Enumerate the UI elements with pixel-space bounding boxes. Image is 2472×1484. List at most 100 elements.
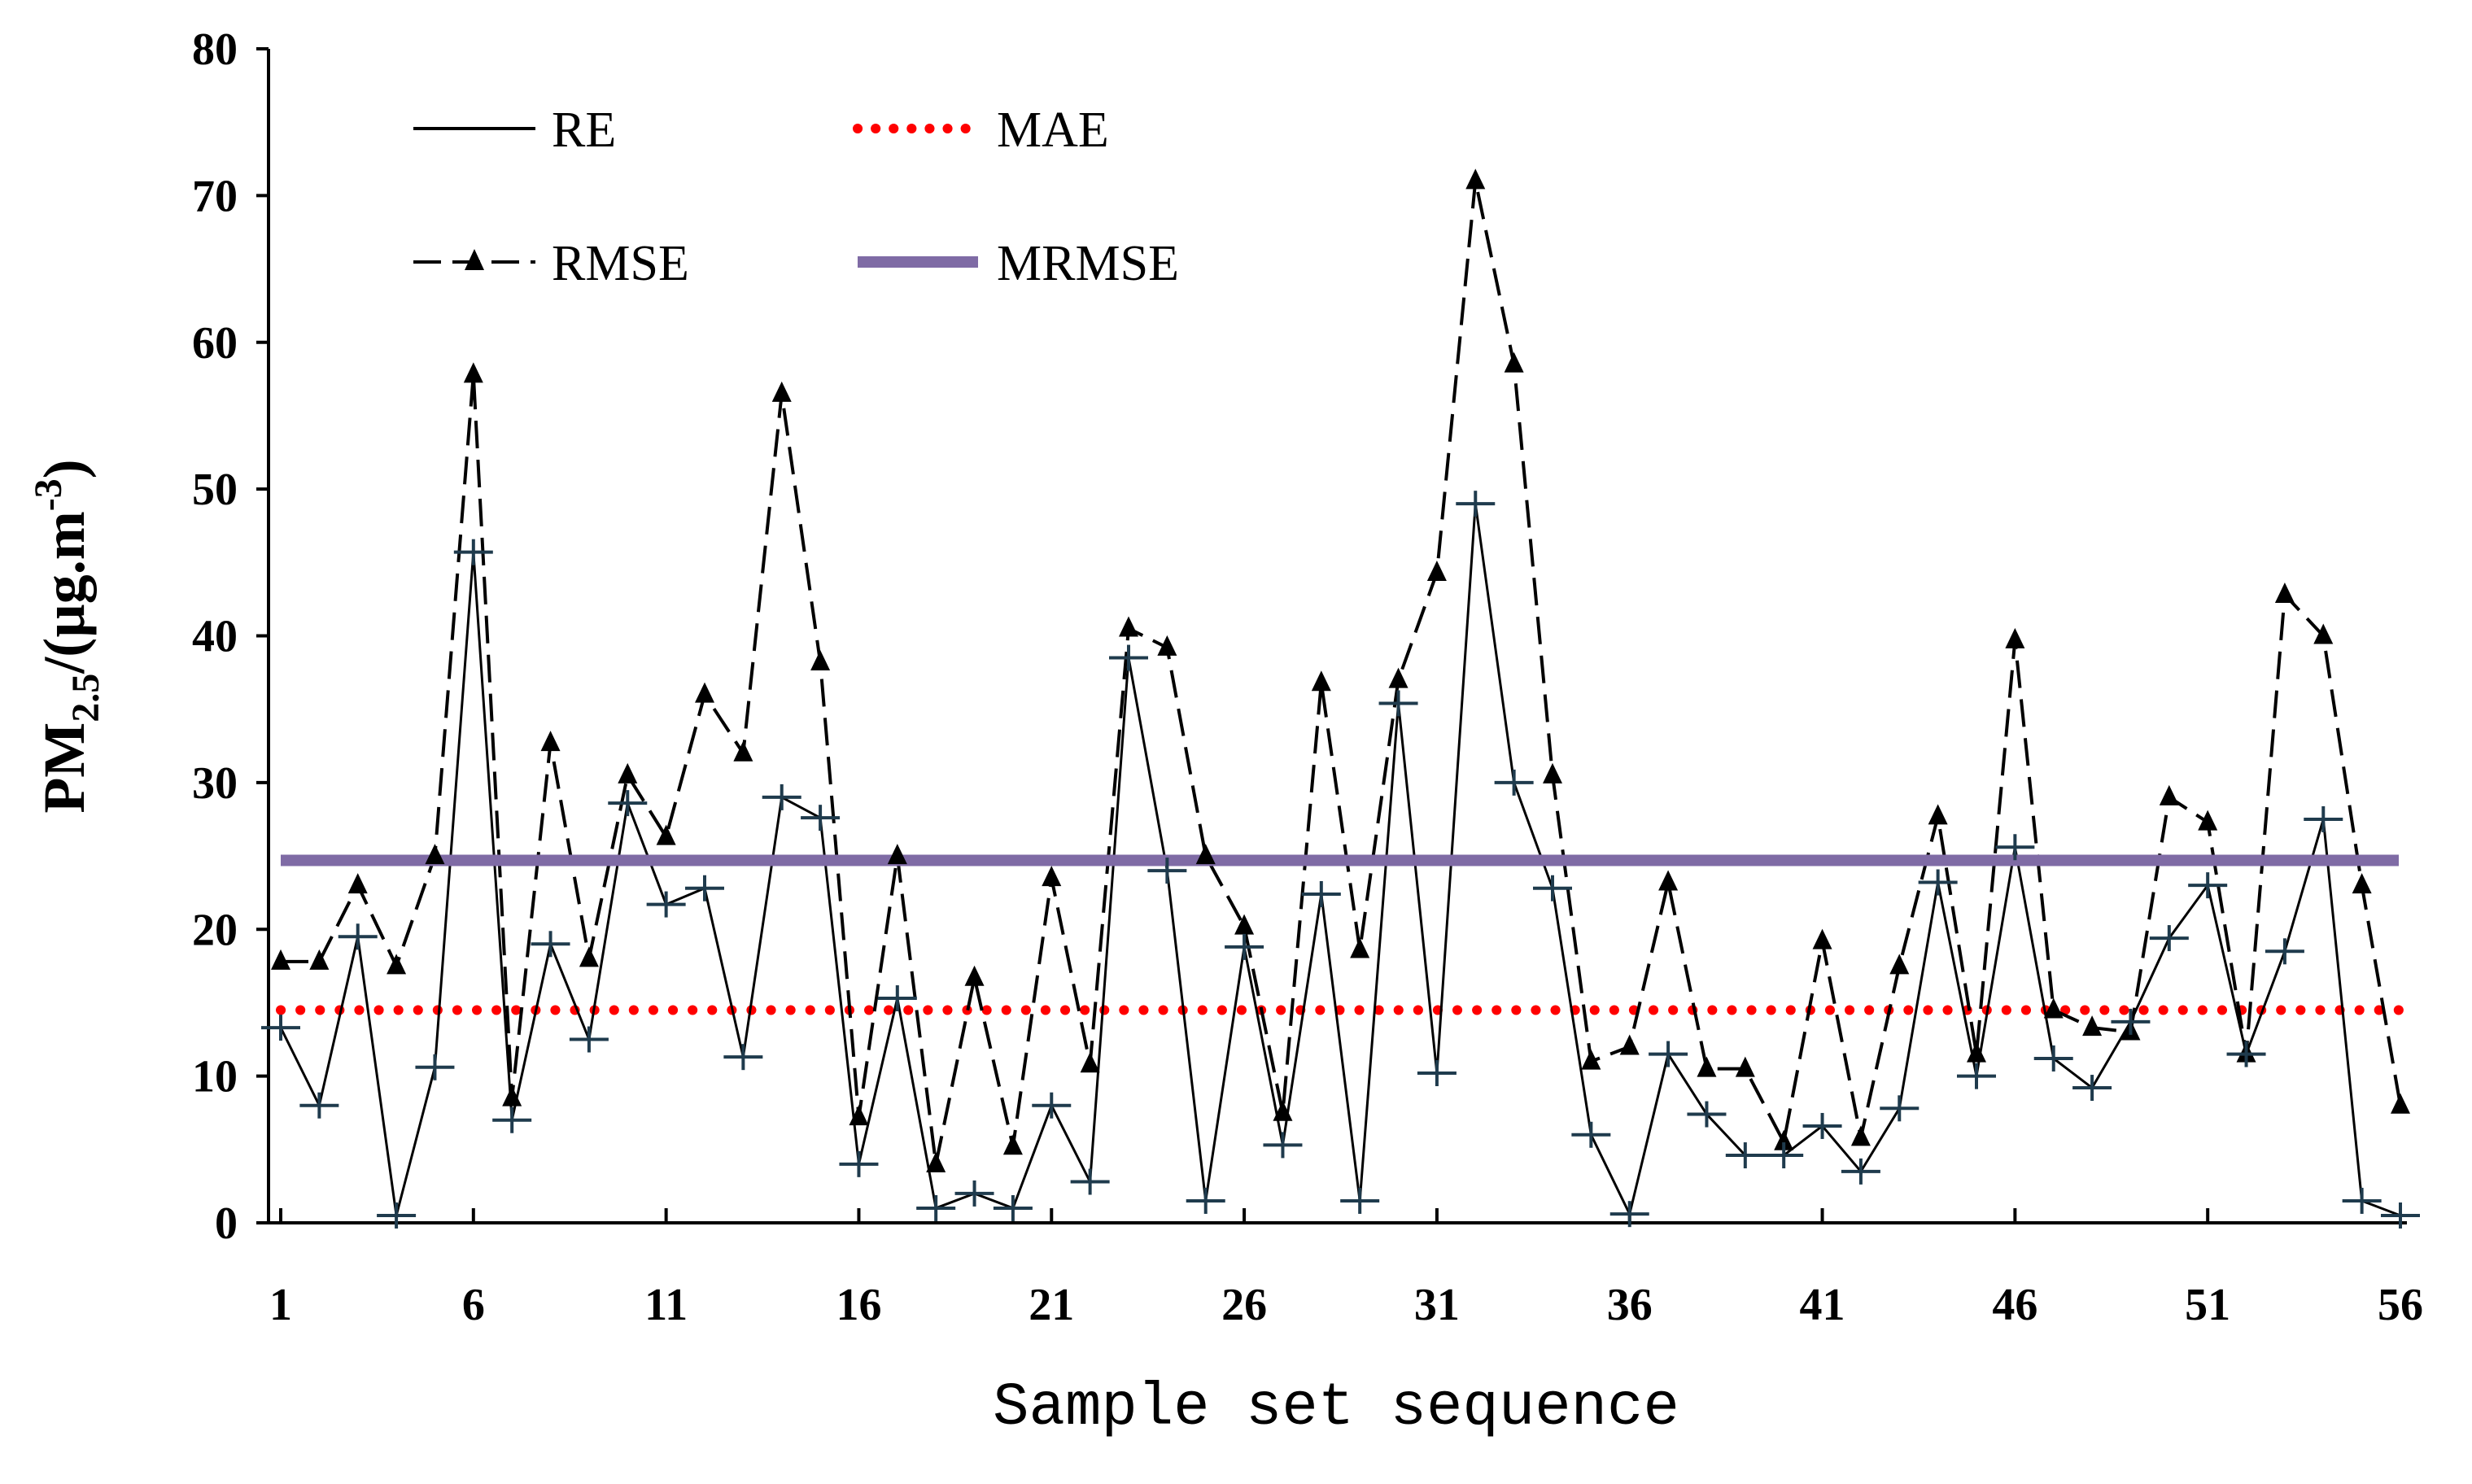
rmse-point (309, 949, 330, 970)
re-point (1841, 1158, 1880, 1185)
rmse-point (463, 362, 483, 383)
rmse-point (1697, 1056, 1717, 1077)
rmse-point (540, 731, 561, 752)
x-tick-label: 36 (1607, 1280, 1653, 1330)
rmse-point (1350, 937, 1370, 958)
legend-item-rmse: RMSE (413, 236, 689, 291)
rmse-point (1735, 1056, 1755, 1077)
rmse-point (926, 1151, 946, 1172)
rmse-point (2391, 1093, 2410, 1114)
y-tick-label: 80 (192, 24, 238, 75)
re-point (1957, 1063, 1996, 1089)
re-point (2033, 1045, 2073, 1072)
rmse-point (1812, 928, 1832, 949)
y-axis-label-middle: /(µg.m (32, 511, 97, 674)
re-point (1301, 880, 1341, 907)
re-point (877, 985, 917, 1012)
re-point (1032, 1092, 1072, 1119)
rmse-point (1426, 560, 1447, 581)
rmse-point (1311, 670, 1331, 692)
rmse-point (733, 740, 753, 762)
re-point (2381, 1202, 2420, 1229)
re-point (569, 1026, 609, 1053)
legend-label-mrmse: MRMSE (997, 236, 1179, 291)
y-axis-label-suffix: ) (32, 459, 97, 478)
legend: RE MAE RMSE MRMSE (413, 103, 1179, 291)
re-point (338, 923, 378, 950)
re-point (1494, 769, 1534, 796)
y-tick-label: 70 (192, 171, 238, 221)
re-point (2226, 1041, 2266, 1067)
re-point (1186, 1187, 1225, 1214)
re-point (261, 1015, 300, 1041)
re-point (801, 805, 841, 831)
re-point (2188, 872, 2228, 899)
y-tick-label: 30 (192, 758, 238, 809)
rmse-point (1889, 954, 1910, 975)
legend-label-rmse: RMSE (552, 236, 689, 291)
x-tick-label: 16 (836, 1280, 881, 1330)
rmse-point (1619, 1034, 1640, 1055)
rmse-point (1967, 1041, 1986, 1063)
re-point (1995, 834, 2035, 861)
rmse-point (656, 824, 676, 845)
re-line (279, 503, 2401, 1218)
y-tick-label: 10 (192, 1052, 238, 1102)
re-point (2072, 1075, 2112, 1102)
rmse-point (849, 1105, 869, 1126)
re-point (377, 1202, 417, 1229)
re-point (1571, 1121, 1611, 1148)
re-point (685, 875, 724, 901)
re-point (415, 1054, 455, 1080)
re-point (1456, 491, 1496, 517)
re-point (1918, 869, 1958, 896)
re-point (453, 539, 493, 565)
x-tick-label: 56 (2378, 1280, 2423, 1330)
re-point (1070, 1168, 1110, 1195)
x-tick-label: 26 (1221, 1280, 1267, 1330)
re-point (1764, 1142, 1804, 1169)
legend-item-re: RE (413, 103, 616, 158)
y-tick-label: 50 (192, 465, 238, 515)
re-point (1417, 1060, 1457, 1087)
rmse-point (2313, 623, 2334, 644)
re-point (1109, 644, 1148, 671)
re-point (646, 891, 686, 918)
re-point (762, 783, 801, 810)
re-point (2111, 1008, 2151, 1035)
y-tick-label: 40 (192, 612, 238, 662)
y-axis-label-subscript: 2.5 (64, 674, 107, 722)
rmse-point (2352, 873, 2372, 894)
x-tick-label: 51 (2185, 1280, 2230, 1330)
re-point (916, 1194, 956, 1221)
rmse-point (1928, 804, 1948, 825)
rmse-point (2274, 582, 2295, 603)
x-tick-label: 31 (1414, 1280, 1460, 1330)
re-point (2149, 925, 2189, 952)
rmse-point (1581, 1049, 1601, 1070)
rmse-point (502, 1085, 522, 1106)
x-ticks: 1 6 11 16 21 26 31 36 41 46 51 56 (269, 1208, 2423, 1330)
rmse-point (2082, 1015, 2103, 1037)
re-point (492, 1106, 532, 1133)
rmse-point (1002, 1134, 1023, 1155)
rmse-point (2198, 810, 2218, 831)
rmse-point (695, 682, 714, 703)
series-layer (261, 168, 2420, 1229)
rmse-point (1658, 870, 1679, 891)
y-tick-label: 0 (215, 1198, 238, 1249)
re-point (993, 1194, 1033, 1221)
rmse-point (1388, 667, 1409, 688)
rmse-point (1195, 844, 1216, 865)
re-point (1880, 1095, 1920, 1122)
rmse-point (1080, 1052, 1100, 1073)
x-tick-label: 6 (462, 1280, 485, 1330)
re-point (1533, 875, 1572, 901)
rmse-point (1157, 635, 1177, 656)
re-point (1340, 1187, 1380, 1214)
rmse-point (579, 946, 599, 967)
rmse-point (1504, 351, 1524, 373)
y-axis-label: PM2.5/(µg.m-3) (27, 459, 107, 813)
rmse-point (1119, 616, 1138, 637)
rmse-point (964, 965, 985, 986)
